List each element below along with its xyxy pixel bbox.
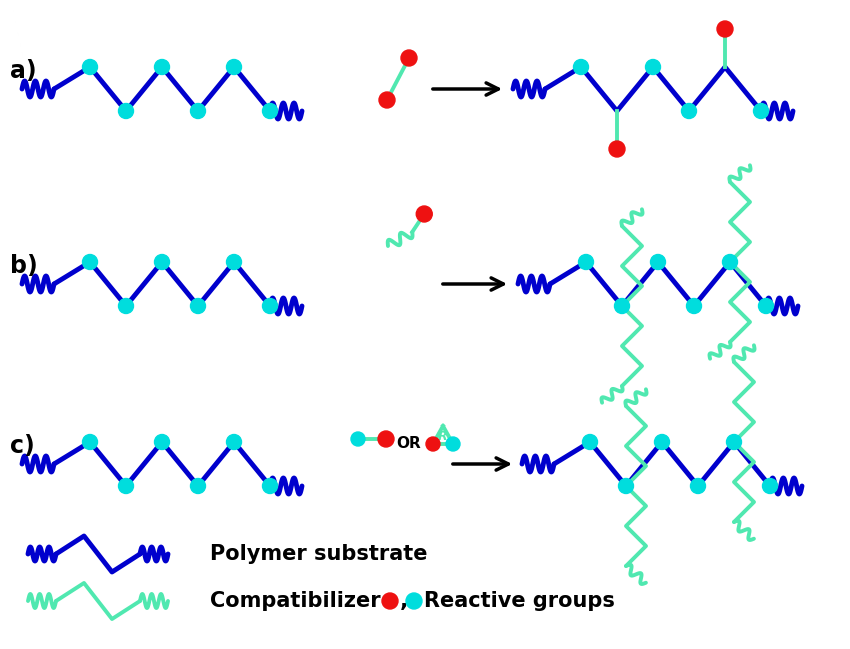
Circle shape xyxy=(155,434,169,450)
Circle shape xyxy=(426,437,440,451)
Circle shape xyxy=(190,478,206,493)
Circle shape xyxy=(226,434,241,450)
Circle shape xyxy=(762,478,778,493)
Circle shape xyxy=(263,299,277,313)
Circle shape xyxy=(609,141,625,157)
Circle shape xyxy=(82,254,98,269)
Circle shape xyxy=(758,299,774,313)
Text: OR: OR xyxy=(396,437,421,452)
Circle shape xyxy=(682,103,696,119)
Circle shape xyxy=(82,434,98,450)
Text: Compatibilizer: Compatibilizer xyxy=(210,591,381,611)
Circle shape xyxy=(263,103,277,119)
Circle shape xyxy=(351,432,365,446)
Circle shape xyxy=(190,103,206,119)
Circle shape xyxy=(645,60,660,75)
Circle shape xyxy=(226,254,241,269)
Circle shape xyxy=(118,299,133,313)
Circle shape xyxy=(401,50,417,66)
Circle shape xyxy=(416,206,433,222)
Circle shape xyxy=(118,103,133,119)
Circle shape xyxy=(753,103,768,119)
Circle shape xyxy=(615,299,630,313)
Circle shape xyxy=(579,254,593,269)
Circle shape xyxy=(619,478,633,493)
Circle shape xyxy=(82,60,98,75)
Text: ,: , xyxy=(400,591,408,611)
Circle shape xyxy=(582,434,598,450)
Circle shape xyxy=(263,478,277,493)
Circle shape xyxy=(379,92,395,108)
Circle shape xyxy=(717,21,733,37)
Text: a): a) xyxy=(10,59,37,83)
Text: Reactive groups: Reactive groups xyxy=(424,591,615,611)
Circle shape xyxy=(155,60,169,75)
Circle shape xyxy=(406,593,422,609)
Circle shape xyxy=(650,254,666,269)
Text: R: R xyxy=(439,430,448,443)
Text: Polymer substrate: Polymer substrate xyxy=(210,544,428,564)
Circle shape xyxy=(446,437,460,451)
Circle shape xyxy=(690,478,706,493)
Circle shape xyxy=(190,299,206,313)
Text: c): c) xyxy=(10,434,35,458)
Circle shape xyxy=(378,431,394,447)
Circle shape xyxy=(574,60,588,75)
Circle shape xyxy=(382,593,398,609)
Circle shape xyxy=(654,434,670,450)
Circle shape xyxy=(155,254,169,269)
Circle shape xyxy=(727,434,741,450)
Circle shape xyxy=(687,299,701,313)
Circle shape xyxy=(118,478,133,493)
Circle shape xyxy=(722,254,738,269)
Circle shape xyxy=(226,60,241,75)
Text: b): b) xyxy=(10,254,37,278)
